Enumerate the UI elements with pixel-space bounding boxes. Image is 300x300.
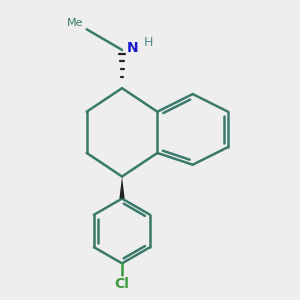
Polygon shape xyxy=(119,176,125,199)
Text: H: H xyxy=(144,36,154,49)
Text: Me: Me xyxy=(67,18,84,28)
Text: Cl: Cl xyxy=(115,277,130,291)
Text: N: N xyxy=(126,41,138,56)
